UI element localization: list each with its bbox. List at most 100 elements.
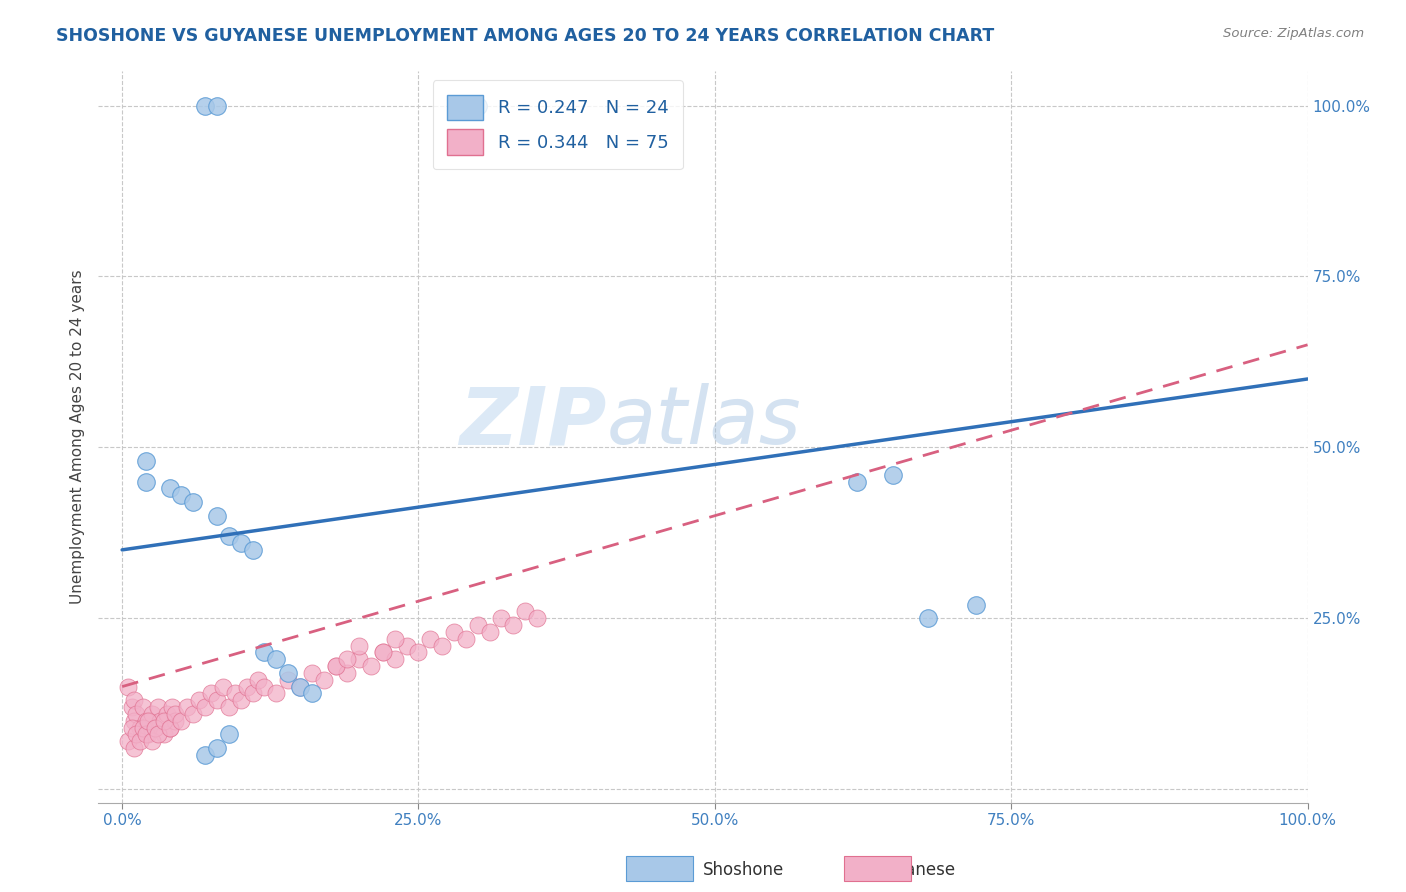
Point bbox=[181, 495, 204, 509]
Point bbox=[121, 700, 143, 714]
Point bbox=[526, 611, 548, 625]
Point bbox=[242, 686, 264, 700]
Point bbox=[200, 686, 222, 700]
Point bbox=[277, 673, 299, 687]
Point bbox=[384, 652, 406, 666]
Point bbox=[159, 721, 181, 735]
Point bbox=[325, 659, 347, 673]
Point bbox=[159, 481, 181, 495]
Point bbox=[205, 741, 228, 756]
Point bbox=[467, 98, 489, 112]
Point bbox=[122, 693, 145, 707]
Point bbox=[336, 652, 359, 666]
Point bbox=[159, 721, 181, 735]
Point bbox=[117, 680, 139, 694]
Point bbox=[301, 686, 323, 700]
Point bbox=[135, 454, 157, 468]
Point bbox=[235, 680, 257, 694]
Point bbox=[160, 700, 183, 714]
Text: Source: ZipAtlas.com: Source: ZipAtlas.com bbox=[1223, 27, 1364, 40]
Point bbox=[136, 727, 159, 741]
Point bbox=[135, 727, 157, 741]
Point bbox=[146, 700, 169, 714]
Point bbox=[129, 734, 152, 748]
Point bbox=[229, 536, 252, 550]
Point bbox=[135, 475, 157, 489]
Point bbox=[229, 693, 252, 707]
Point bbox=[224, 686, 246, 700]
Point bbox=[491, 611, 513, 625]
Point bbox=[136, 714, 159, 728]
Point bbox=[325, 659, 347, 673]
Point bbox=[176, 700, 198, 714]
Point bbox=[288, 680, 311, 694]
Point bbox=[132, 700, 155, 714]
Point bbox=[125, 727, 148, 741]
Point bbox=[312, 673, 335, 687]
Point bbox=[288, 680, 311, 694]
Point bbox=[117, 734, 139, 748]
Point bbox=[360, 659, 382, 673]
Point bbox=[253, 645, 276, 659]
Point bbox=[917, 611, 939, 625]
Point bbox=[194, 747, 217, 762]
Point bbox=[419, 632, 441, 646]
Y-axis label: Unemployment Among Ages 20 to 24 years: Unemployment Among Ages 20 to 24 years bbox=[69, 269, 84, 605]
Point bbox=[371, 645, 394, 659]
Point bbox=[152, 714, 174, 728]
Point bbox=[143, 721, 166, 735]
Point bbox=[170, 714, 193, 728]
Point bbox=[443, 624, 465, 639]
Point bbox=[188, 693, 211, 707]
Point bbox=[170, 488, 193, 502]
Point bbox=[122, 714, 145, 728]
Point bbox=[467, 618, 489, 632]
Point bbox=[408, 645, 430, 659]
Point bbox=[432, 639, 454, 653]
Point bbox=[121, 721, 143, 735]
Point bbox=[205, 693, 228, 707]
Point bbox=[149, 714, 172, 728]
Text: Shoshone: Shoshone bbox=[703, 861, 785, 879]
Point bbox=[205, 508, 228, 523]
Point bbox=[264, 652, 287, 666]
Point bbox=[218, 700, 240, 714]
Point bbox=[454, 632, 477, 646]
Point bbox=[141, 706, 163, 721]
Point bbox=[122, 741, 145, 756]
Point bbox=[135, 714, 157, 728]
Point bbox=[205, 98, 228, 112]
Point bbox=[146, 727, 169, 741]
Point bbox=[247, 673, 270, 687]
Point bbox=[218, 727, 240, 741]
Point bbox=[132, 721, 155, 735]
Text: ZIP: ZIP bbox=[458, 384, 606, 461]
Point bbox=[395, 639, 418, 653]
Point bbox=[165, 706, 187, 721]
Point bbox=[502, 618, 524, 632]
Point bbox=[152, 727, 174, 741]
Point bbox=[253, 680, 276, 694]
Text: Guyanese: Guyanese bbox=[872, 861, 955, 879]
Point bbox=[212, 680, 235, 694]
Point bbox=[347, 652, 370, 666]
Point bbox=[347, 639, 370, 653]
Point bbox=[264, 686, 287, 700]
Point bbox=[515, 604, 537, 618]
Point bbox=[129, 721, 152, 735]
Point bbox=[165, 714, 187, 728]
Point bbox=[156, 706, 179, 721]
Point bbox=[277, 665, 299, 680]
Point bbox=[882, 467, 904, 482]
Point bbox=[143, 721, 166, 735]
Point bbox=[384, 632, 406, 646]
Point bbox=[242, 542, 264, 557]
Text: atlas: atlas bbox=[606, 384, 801, 461]
Point bbox=[301, 665, 323, 680]
Point bbox=[218, 529, 240, 543]
Legend: R = 0.247   N = 24, R = 0.344   N = 75: R = 0.247 N = 24, R = 0.344 N = 75 bbox=[433, 80, 683, 169]
Point bbox=[194, 700, 217, 714]
Point bbox=[194, 98, 217, 112]
Point bbox=[336, 665, 359, 680]
Point bbox=[125, 706, 148, 721]
